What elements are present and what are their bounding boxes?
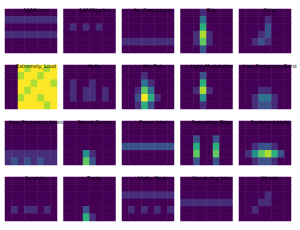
svg-text:1080Lines: 1080Lines	[23, 7, 49, 13]
svg-text:Chirp: Chirp	[263, 7, 276, 14]
svg-text:Tomte: Tomte	[86, 175, 102, 181]
svg-text:Koi_Fish: Koi_Fish	[143, 63, 163, 70]
svg-text:Air_Compressor: Air_Compressor	[133, 7, 173, 14]
svg-text:Violin_Mode: Violin_Mode	[138, 175, 168, 182]
svg-text:Blip: Blip	[207, 7, 216, 14]
svg-text:Whistle: Whistle	[261, 175, 280, 181]
svg-text:Power_Line: Power_Line	[139, 119, 167, 126]
svg-text:Scratchy: Scratchy	[25, 175, 47, 182]
svg-text:Scattered_Light: Scattered_Light	[250, 119, 289, 126]
svg-text:Low_Frequency_Lines: Low_Frequency_Lines	[9, 119, 63, 126]
svg-text:Repeating_Blips: Repeating_Blips	[192, 119, 232, 126]
svg-text:Paired_Doves: Paired_Doves	[78, 119, 112, 126]
svg-text:1400Ripples: 1400Ripples	[79, 7, 110, 14]
svg-text:Low_Frequency_Burst: Low_Frequency_Burst	[243, 63, 297, 70]
svg-text:Helix: Helix	[88, 63, 101, 69]
svg-text:Wandering_Line: Wandering_Line	[192, 175, 232, 182]
svg-text:Extremely_Loud: Extremely_Loud	[16, 63, 56, 70]
svg-text:Light_Modulation: Light_Modulation	[190, 63, 233, 70]
